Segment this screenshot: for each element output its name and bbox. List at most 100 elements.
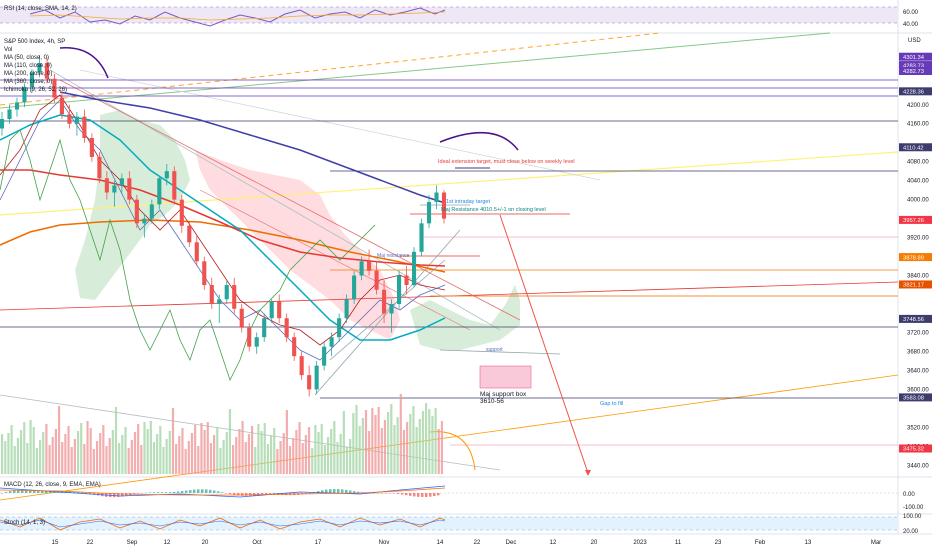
macd-histogram-bar xyxy=(189,490,192,493)
symbol-title: S&P 500 Index, 4h, SP xyxy=(4,39,65,45)
macd-histogram-bar xyxy=(161,492,164,493)
macd-histogram-bar xyxy=(241,493,244,496)
candle-body xyxy=(22,86,27,103)
volume-bar xyxy=(200,423,203,474)
volume-bar xyxy=(13,446,16,474)
volume-bar xyxy=(146,429,149,474)
volume-bar xyxy=(86,421,89,474)
price-tag-bg xyxy=(899,67,932,76)
time-tick: Mar xyxy=(871,540,881,546)
pane-separators xyxy=(0,0,932,535)
macd-histogram-bar xyxy=(145,492,148,494)
candle-body xyxy=(337,318,342,338)
macd-histogram-bar xyxy=(165,492,168,493)
volume-bar xyxy=(67,426,70,474)
candle-body xyxy=(187,225,192,243)
macd-histogram-bar xyxy=(353,491,356,493)
macd-histogram-bar xyxy=(205,489,208,493)
price-tick: 4040.00 xyxy=(907,179,929,185)
price-tag: 3957.26 xyxy=(903,218,924,224)
ichimoku-cloud-future xyxy=(410,285,520,350)
volume-bar xyxy=(393,425,396,474)
macd-histogram-bar xyxy=(337,489,340,493)
candle-body xyxy=(127,178,132,200)
candle-body xyxy=(134,199,139,224)
price-tick: 4200.00 xyxy=(907,103,929,109)
macd-histogram-bar xyxy=(393,493,396,494)
macd-histogram-bar xyxy=(153,492,156,493)
candle-body xyxy=(382,289,387,314)
macd-histogram-bar xyxy=(421,493,424,498)
candle-body xyxy=(277,301,282,319)
macd-histogram-bar xyxy=(317,491,320,493)
rsi-label: RSI (14, close, SMA, 14, 2) xyxy=(4,6,77,12)
candle-body xyxy=(299,356,304,376)
volume-bar xyxy=(61,442,64,474)
macd-histogram-bar xyxy=(345,489,348,493)
stoch-pane: Stoch (14, 1, 3) 100.00 20.00 xyxy=(0,514,922,535)
candle-body xyxy=(224,285,229,300)
volume-bar xyxy=(222,440,225,474)
volume-bar xyxy=(288,446,292,474)
candle-body xyxy=(314,365,319,390)
volume-bar xyxy=(295,430,298,474)
volume-bar xyxy=(358,426,361,474)
annotation-maj-resistance: Maj Resistance 4010.5+/-1 on closing lev… xyxy=(441,207,546,213)
maj-support-box xyxy=(479,365,532,389)
candle-body xyxy=(269,301,274,319)
volume-bar xyxy=(440,421,444,474)
volume-bar xyxy=(333,421,336,474)
macd-histogram-bar xyxy=(73,491,76,493)
macd-histogram-bar xyxy=(225,493,228,494)
volume-bar xyxy=(219,448,222,474)
volume-bar xyxy=(156,434,159,474)
volume-bar xyxy=(70,447,73,474)
candle-body xyxy=(44,63,50,79)
macd-histogram-bar xyxy=(329,489,332,493)
volume-bar xyxy=(64,434,67,474)
macd-histogram-bar xyxy=(373,492,376,494)
time-tick: 23 xyxy=(715,540,722,546)
candle-body xyxy=(262,318,267,338)
macd-histogram-bar xyxy=(201,489,204,493)
macd-histogram-bar xyxy=(237,493,240,496)
price-tag: 4283.73 xyxy=(903,63,924,69)
candle-body xyxy=(232,285,237,309)
rsi-pane: RSI (14, close, SMA, 14, 2) 60.00 40.00 xyxy=(0,6,919,28)
volume-bar xyxy=(181,428,184,474)
macd-histogram-bar xyxy=(397,493,400,495)
candle-body xyxy=(374,270,379,290)
indicator-label: MA (360, close, 0) xyxy=(4,79,52,85)
volume-bar xyxy=(301,443,304,474)
macd-histogram-bar xyxy=(325,489,328,493)
candle-body xyxy=(247,327,252,347)
candle-body xyxy=(254,337,259,347)
volume-bar xyxy=(4,441,7,474)
price-tag-bg xyxy=(899,280,932,289)
time-tick: 12 xyxy=(164,540,171,546)
red-channel-line-2 xyxy=(199,189,471,331)
orange-rising-trendline xyxy=(0,374,899,501)
time-tick: 20 xyxy=(202,540,209,546)
time-tick: 22 xyxy=(87,540,94,546)
volume-bar xyxy=(276,449,279,474)
indicator-label: MA (50, close, 0) xyxy=(4,55,49,61)
price-tag-bg xyxy=(899,253,932,262)
stoch-label: Stoch (14, 1, 3) xyxy=(4,520,45,526)
macd-histogram-bar xyxy=(69,491,72,493)
candle-body xyxy=(322,346,327,366)
price-tag-bg xyxy=(899,393,932,402)
time-tick: 14 xyxy=(437,540,444,546)
macd-histogram-bar xyxy=(433,493,436,497)
macd-histogram-bar xyxy=(17,489,20,493)
candle-body xyxy=(82,116,87,138)
volume-bar xyxy=(92,449,95,474)
volume-bar xyxy=(250,426,254,474)
volume-bar xyxy=(244,442,247,474)
volume-bar xyxy=(114,407,118,474)
annotation-intraday-target: 1st intraday target xyxy=(446,199,490,205)
volume-bar xyxy=(409,414,412,474)
volume-bar xyxy=(282,433,285,474)
